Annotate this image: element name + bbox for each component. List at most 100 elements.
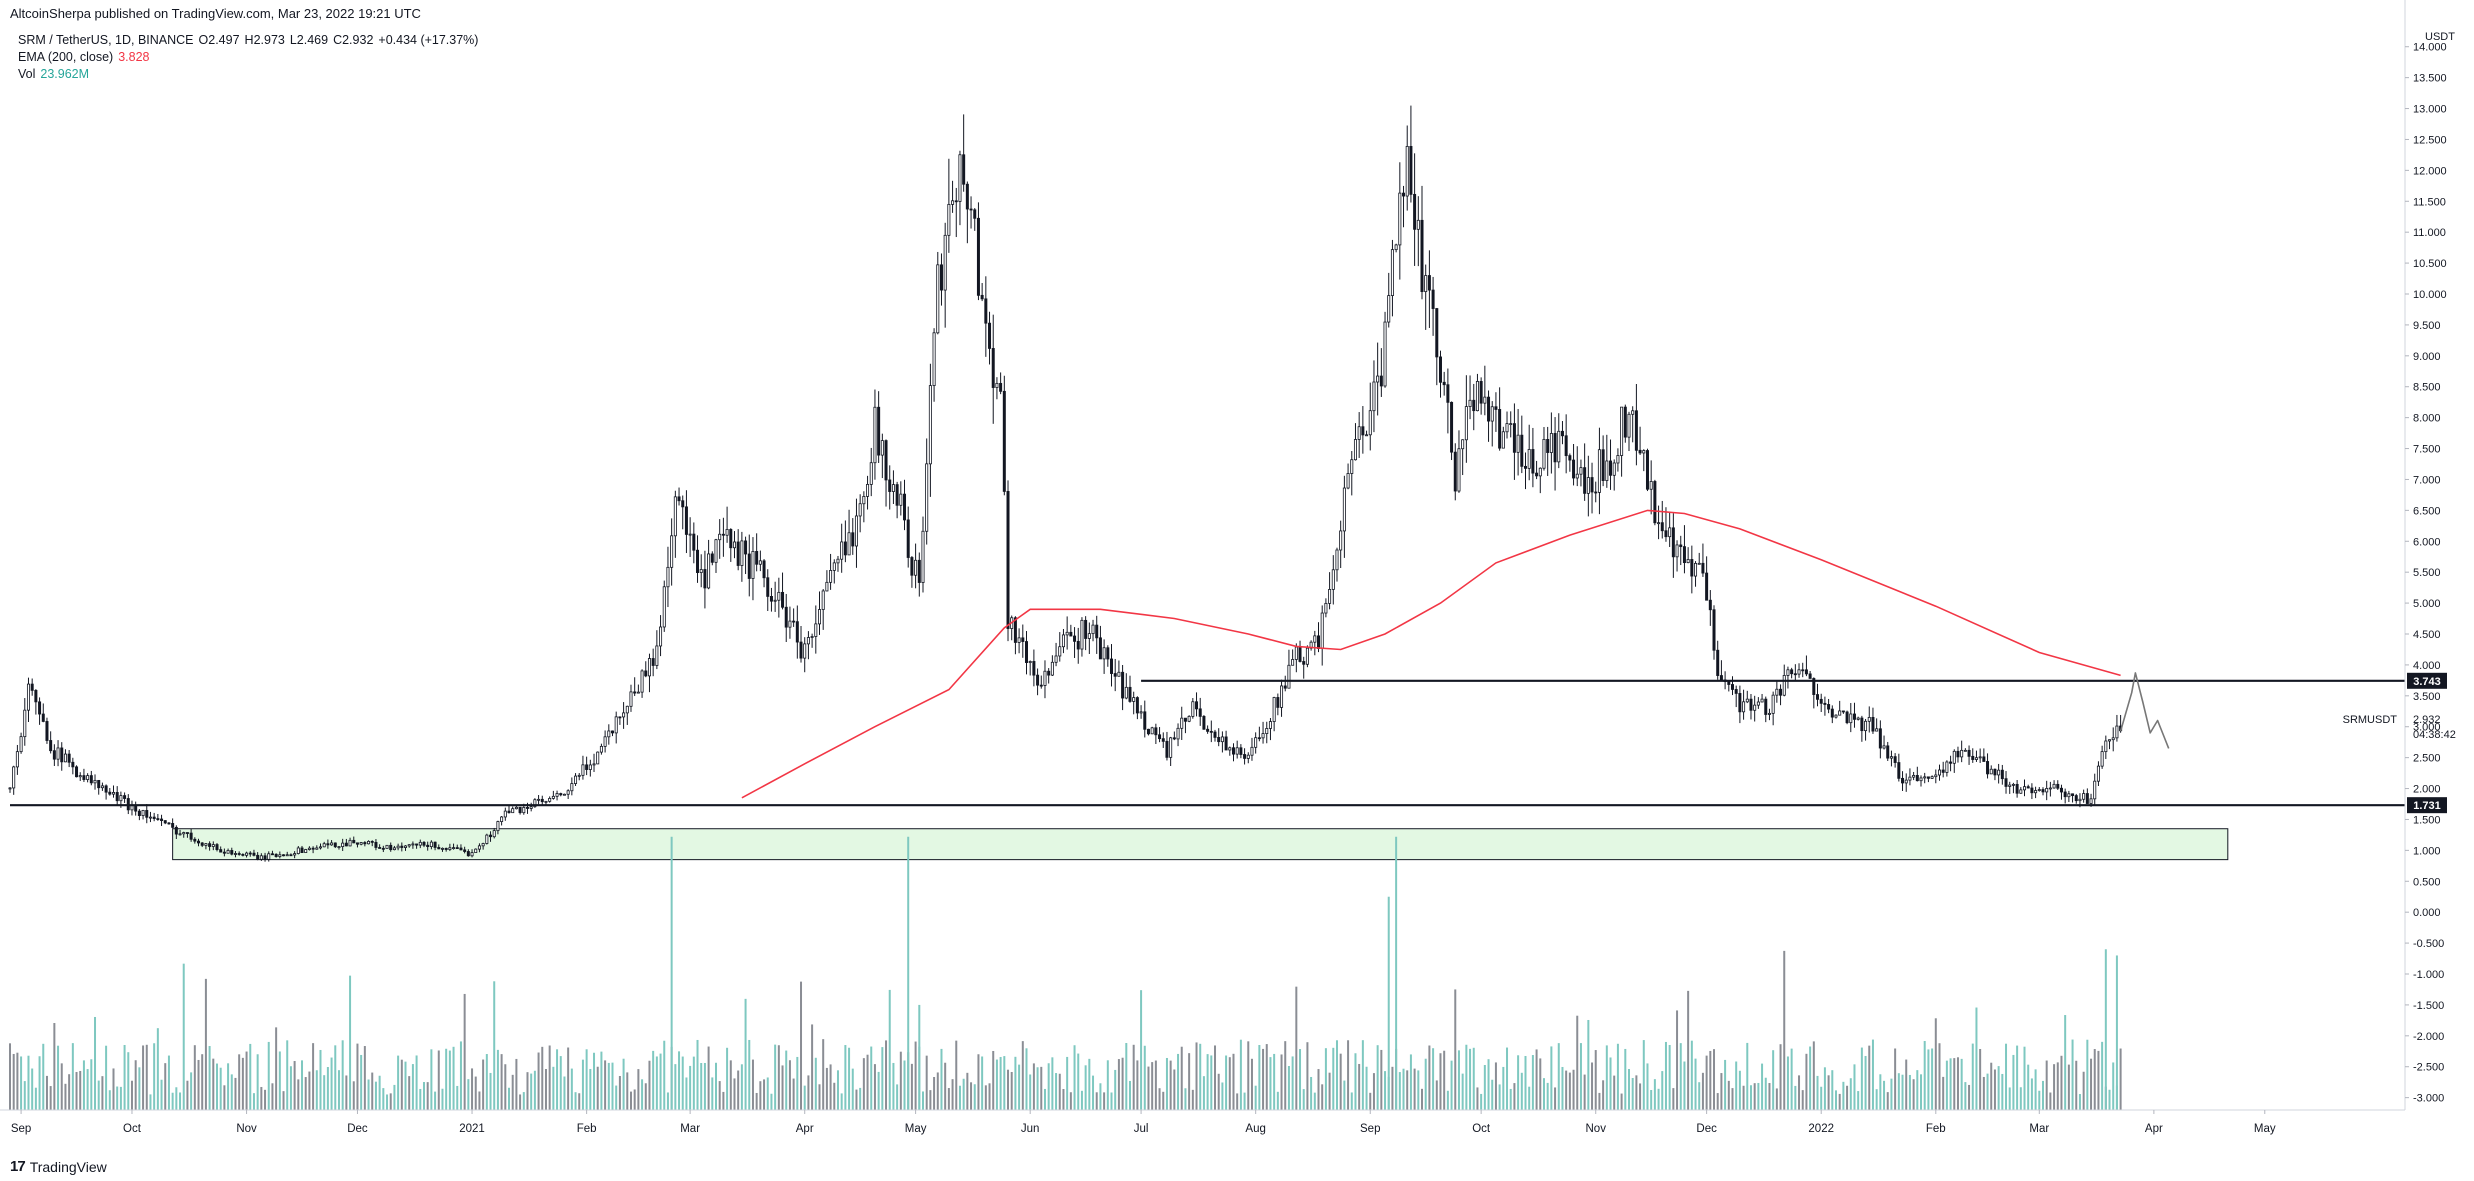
candle-body (677, 496, 681, 502)
volume-bar (2101, 1041, 2104, 1110)
candle-body (267, 853, 271, 860)
volume-bar (97, 1080, 100, 1110)
volume-bar (1749, 1085, 1752, 1110)
candle-body (1538, 467, 1542, 477)
candle-body (2085, 793, 2089, 804)
candle-body (211, 844, 215, 847)
volume-bar (1450, 1060, 1453, 1110)
candle-body (341, 842, 345, 848)
candle-body (1394, 244, 1398, 251)
candle-body (1357, 426, 1361, 440)
candle-body (1065, 631, 1069, 636)
tradingview-logo-text: TradingView (29, 1158, 107, 1175)
candle-body (984, 298, 988, 324)
candle-body (895, 484, 899, 506)
volume-bar (1332, 1047, 1335, 1110)
volume-bar (1254, 1085, 1257, 1110)
volume-bar (1642, 1040, 1645, 1110)
volume-bar (1343, 1080, 1346, 1110)
candle-body (1213, 731, 1217, 738)
volume-bar (811, 1024, 814, 1110)
candle-body (928, 385, 932, 465)
legend-close: C2.932 (333, 33, 374, 47)
volume-bar (1676, 1010, 1679, 1110)
x-tick-label: May (905, 1123, 927, 1135)
candle-body (19, 736, 23, 753)
candle-body (1557, 430, 1561, 463)
candle-body (2048, 787, 2052, 790)
volume-bar (252, 1093, 255, 1110)
candle-body (245, 852, 249, 856)
volume-bar (82, 1060, 85, 1110)
candle-body (1827, 704, 1831, 710)
volume-bar (38, 1056, 41, 1110)
candle-body (352, 839, 356, 844)
volume-bar (1321, 1084, 1324, 1110)
legend-open: O2.497 (198, 33, 240, 47)
legend-ema-row[interactable]: EMA (200, close) 3.828 (18, 49, 483, 66)
volume-bar (445, 1048, 448, 1110)
volume-spike-bar (907, 836, 910, 1110)
candle-body (1564, 435, 1568, 457)
volume-bar (1528, 1086, 1531, 1110)
x-tick-label: May (2254, 1123, 2276, 1135)
volume-bar (1661, 1071, 1664, 1110)
volume-bar (755, 1092, 758, 1110)
candle-body (385, 844, 389, 849)
volume-bar (556, 1049, 559, 1110)
candle-body (1708, 599, 1712, 611)
y-tick-label: 13.000 (2413, 104, 2447, 116)
candle-body (293, 853, 297, 856)
y-tick-label: 6.500 (2413, 505, 2441, 517)
candle-body (200, 842, 204, 846)
candle-body (1738, 693, 1742, 713)
volume-bar (962, 1078, 965, 1110)
legend-volume-row[interactable]: Vol 23.962M (18, 66, 483, 83)
candle-body (2011, 783, 2015, 786)
volume-bar (419, 1088, 422, 1110)
volume-bar (1140, 990, 1143, 1110)
candle-body (1993, 768, 1997, 776)
candle-body (1050, 661, 1054, 676)
candle-body (999, 382, 1003, 392)
volume-bar (2049, 1092, 2052, 1110)
tradingview-logo[interactable]: 17 TradingView (10, 1158, 107, 1175)
volume-bar (123, 1044, 126, 1110)
volume-bar (1236, 1093, 1239, 1110)
volume-bar (304, 1077, 307, 1110)
candle-body (1028, 661, 1032, 663)
volume-bar (234, 1077, 237, 1110)
volume-bar (330, 1057, 333, 1110)
candle-body (1649, 481, 1653, 490)
volume-bar (700, 1062, 703, 1110)
volume-bar (241, 1057, 244, 1110)
candle-body (259, 855, 263, 860)
volume-bar (777, 1045, 780, 1110)
volume-bar (807, 1075, 810, 1110)
candle-body (1886, 745, 1890, 759)
candle-body (219, 849, 223, 853)
legend-symbol[interactable]: SRM / TetherUS, 1D, BINANCE (18, 33, 194, 47)
volume-bar (2005, 1043, 2008, 1110)
volume-bar (441, 1088, 444, 1110)
volume-bar (1724, 1059, 1727, 1110)
volume-bar (1698, 1082, 1701, 1110)
volume-bar (1786, 1056, 1789, 1110)
y-tick-label: 0.000 (2413, 907, 2441, 919)
volume-bar (970, 1082, 973, 1110)
candle-body (252, 852, 256, 856)
candle-body (1483, 396, 1487, 404)
volume-bar (1624, 1048, 1627, 1110)
candle-body (1697, 562, 1701, 565)
candle-body (1413, 193, 1417, 230)
volume-bar (212, 1058, 215, 1110)
volume-bar (744, 998, 747, 1110)
volume-bar (312, 1043, 315, 1110)
candle-body (1841, 710, 1845, 713)
volume-bar (1513, 1083, 1516, 1110)
candle-body (1376, 375, 1380, 383)
volume-bar (1506, 1047, 1509, 1110)
volume-bar (1997, 1066, 2000, 1110)
volume-bar (1871, 1039, 1874, 1110)
